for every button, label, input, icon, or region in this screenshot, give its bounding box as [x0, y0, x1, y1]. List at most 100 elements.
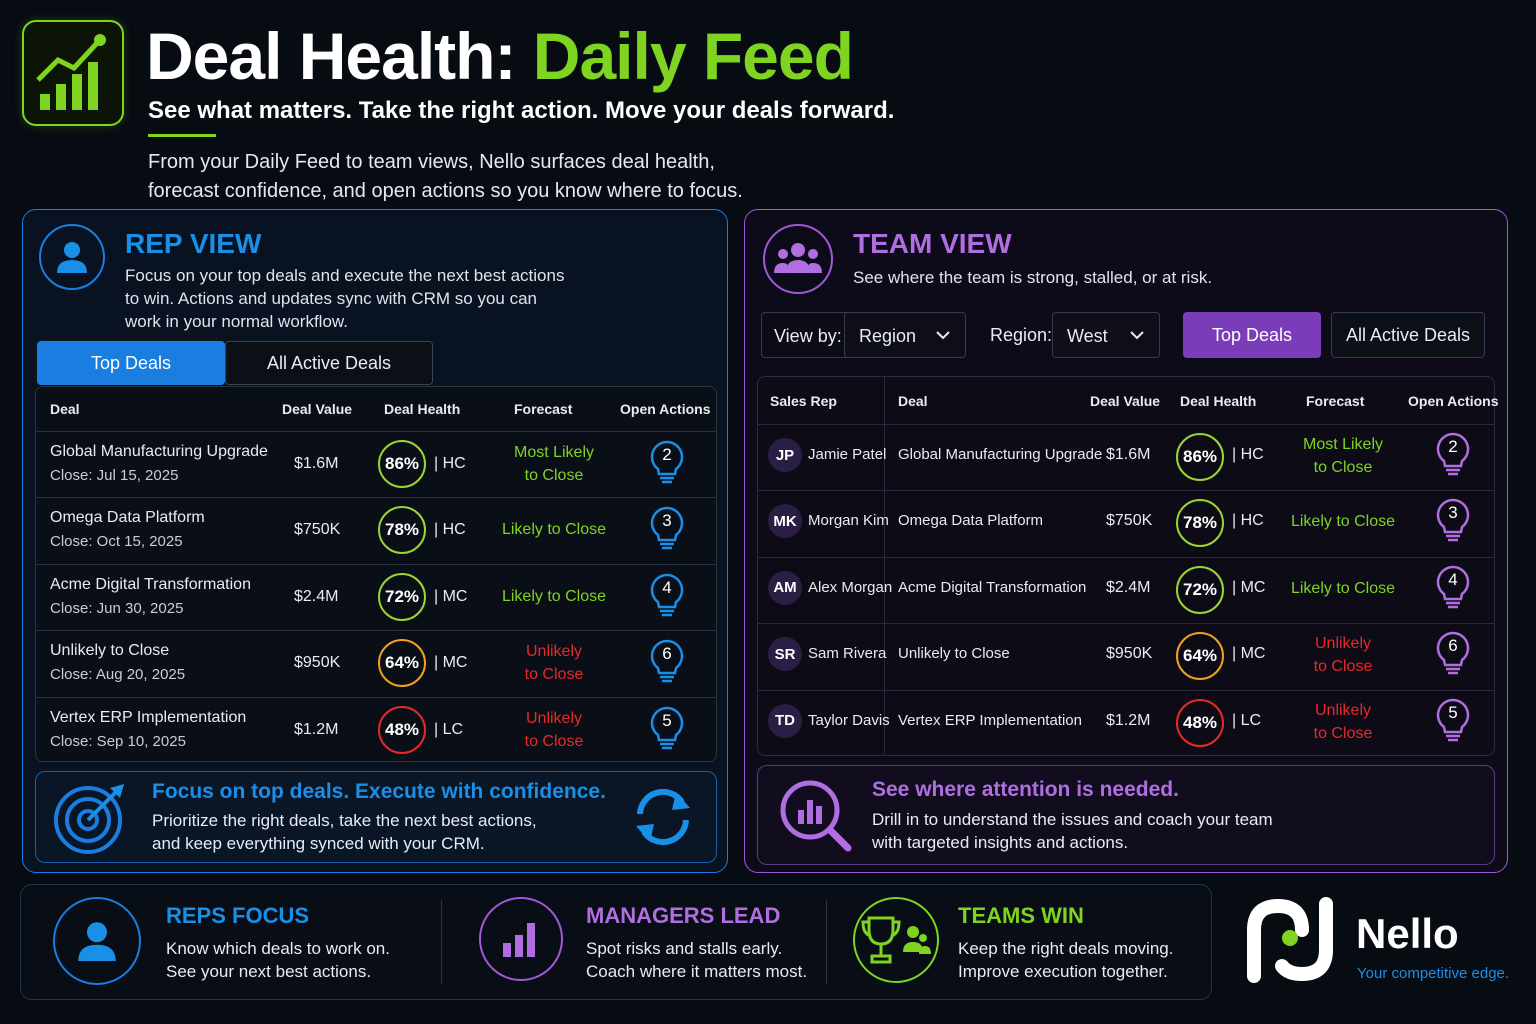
- open-actions-bulb[interactable]: 4: [650, 573, 684, 621]
- team-callout: See where attention is needed. Drill in …: [757, 765, 1495, 865]
- deal-health-ring: 48%: [378, 705, 426, 754]
- view-by-filter: View by: Region: [761, 312, 966, 358]
- deal-confidence: | LC: [434, 720, 464, 738]
- sales-rep-name[interactable]: Alex Morgan: [808, 578, 893, 596]
- team-view-description: See where the team is strong, stalled, o…: [853, 268, 1213, 287]
- subtitle-underline: [148, 134, 216, 137]
- bottom-strip: REPS FOCUS Know which deals to work on. S…: [20, 884, 1212, 1000]
- forecast-label: Most Likely to Close: [1302, 436, 1384, 476]
- forecast-label: Likely to Close: [501, 587, 607, 605]
- open-actions-count: 6: [1448, 636, 1458, 656]
- deal-name[interactable]: Vertex ERP Implementation: [50, 708, 247, 726]
- lightbulb-icon: [650, 507, 684, 550]
- open-actions-count: 2: [1448, 437, 1458, 456]
- team-tab-all-active-deals[interactable]: All Active Deals: [1331, 312, 1485, 358]
- deal-name[interactable]: Global Manufacturing Upgrade: [50, 443, 268, 460]
- column-header-open-actions: Open Actions: [620, 401, 711, 417]
- open-actions-bulb[interactable]: 3: [650, 506, 684, 554]
- open-actions-bulb[interactable]: 2: [650, 440, 684, 488]
- deal-name[interactable]: Unlikely to Close: [50, 642, 170, 660]
- rep-view-title: REP VIEW: [125, 228, 262, 259]
- open-actions-count: 2: [662, 445, 672, 464]
- column-header-sales-rep: Sales Rep: [770, 393, 837, 409]
- deal-confidence: | MC: [1232, 578, 1266, 596]
- table-row[interactable]: MK Morgan Kim Omega Data Platform $750K …: [758, 490, 1494, 556]
- open-actions-bulb[interactable]: 6: [1436, 631, 1470, 679]
- trophy-team-icon: [853, 897, 939, 983]
- deal-close-date: Close: Oct 15, 2025: [50, 533, 183, 551]
- open-actions-bulb[interactable]: 3: [1436, 498, 1470, 546]
- sales-rep-name[interactable]: Taylor Davis: [808, 711, 890, 729]
- open-actions-bulb[interactable]: 6: [650, 639, 684, 687]
- team-view-panel: TEAM VIEW See where the team is strong, …: [744, 209, 1508, 873]
- deal-close-date: Close: Aug 20, 2025: [50, 666, 186, 684]
- page-title-accent: Daily Feed: [532, 19, 854, 93]
- table-row[interactable]: JP Jamie Patel Global Manufacturing Upgr…: [758, 424, 1494, 490]
- column-header-deal-health: Deal Health: [1180, 393, 1257, 409]
- open-actions-count: 3: [662, 511, 672, 531]
- open-actions-bulb[interactable]: 5: [1436, 698, 1470, 746]
- table-row[interactable]: Unlikely to Close Close: Aug 20, 2025 $9…: [36, 630, 716, 696]
- team-callout-text: Drill in to understand the issues and co…: [872, 810, 1273, 852]
- deal-health-ring: 72%: [378, 572, 426, 621]
- avatar: TD: [768, 703, 802, 738]
- open-actions-count: 3: [1448, 503, 1458, 523]
- rep-callout-title: Focus on top deals. Execute with confide…: [152, 780, 606, 803]
- open-actions-bulb[interactable]: 2: [1436, 432, 1470, 480]
- table-row[interactable]: Omega Data Platform Close: Oct 15, 2025 …: [36, 497, 716, 563]
- table-row[interactable]: Global Manufacturing Upgrade Close: Jul …: [36, 431, 716, 497]
- table-row[interactable]: SR Sam Rivera Unlikely to Close $950K 64…: [758, 623, 1494, 689]
- reps-focus-text: Know which deals to work on. See your nex…: [166, 939, 390, 981]
- forecast-label: Unlikely to Close: [1313, 635, 1373, 676]
- avatar: MK: [768, 504, 802, 539]
- tab-top-deals[interactable]: Top Deals: [37, 341, 225, 385]
- sync-icon: [636, 788, 690, 846]
- sales-rep-name[interactable]: Morgan Kim: [808, 512, 889, 530]
- chevron-down-icon: [1130, 331, 1144, 340]
- header-logo: [22, 20, 124, 126]
- region-select[interactable]: West: [1052, 312, 1160, 358]
- forecast-label: Unlikely to Close: [1313, 701, 1373, 742]
- deal-name[interactable]: Acme Digital Transformation: [50, 575, 251, 593]
- region-value: West: [1067, 326, 1108, 346]
- tab-all-active-deals[interactable]: All Active Deals: [225, 341, 433, 385]
- column-header-deal-health: Deal Health: [384, 401, 461, 417]
- forecast-label: Unlikely to Close: [524, 709, 584, 750]
- table-row[interactable]: AM Alex Morgan Acme Digital Transformati…: [758, 557, 1494, 623]
- deal-health-ring: 86%: [378, 440, 426, 488]
- lightbulb-icon: [650, 573, 684, 617]
- sales-rep-name[interactable]: Jamie Patel: [808, 446, 887, 463]
- user-icon: [39, 224, 105, 290]
- table-row[interactable]: Acme Digital Transformation Close: Jun 3…: [36, 564, 716, 630]
- deal-name[interactable]: Global Manufacturing Upgrade: [898, 446, 1103, 463]
- deal-name[interactable]: Vertex ERP Implementation: [898, 711, 1082, 729]
- lightbulb-icon: [1436, 631, 1470, 675]
- brand-name: Nello: [1356, 910, 1459, 957]
- open-actions-count: 4: [662, 577, 672, 597]
- bar-chart-icon: [479, 897, 563, 981]
- view-by-select[interactable]: Region: [844, 312, 966, 358]
- deal-value: $2.4M: [294, 587, 339, 605]
- deal-name[interactable]: Omega Data Platform: [898, 512, 1044, 530]
- open-actions-count: 6: [662, 644, 672, 664]
- table-row[interactable]: Vertex ERP Implementation Close: Sep 10,…: [36, 697, 716, 763]
- deal-confidence: | LC: [1232, 711, 1262, 729]
- deal-name[interactable]: Unlikely to Close: [898, 645, 1010, 663]
- sales-rep-name[interactable]: Sam Rivera: [808, 645, 887, 663]
- open-actions-bulb[interactable]: 5: [650, 706, 684, 754]
- deal-health-ring: 86%: [1176, 433, 1224, 481]
- deal-confidence: | HC: [434, 521, 466, 539]
- deal-confidence: | HC: [434, 455, 466, 472]
- column-header-open-actions: Open Actions: [1408, 393, 1499, 409]
- teams-win-text: Keep the right deals moving. Improve exec…: [958, 939, 1174, 981]
- team-tab-top-deals[interactable]: Top Deals: [1183, 312, 1321, 358]
- team-icon: [763, 224, 833, 294]
- deal-name[interactable]: Omega Data Platform: [50, 509, 205, 527]
- open-actions-bulb[interactable]: 4: [1436, 565, 1470, 613]
- user-icon: [53, 897, 141, 985]
- table-row[interactable]: TD Taylor Davis Vertex ERP Implementatio…: [758, 690, 1494, 756]
- view-by-value: Region: [859, 326, 917, 346]
- deal-value: $750K: [1106, 512, 1153, 530]
- deal-name[interactable]: Acme Digital Transformation: [898, 578, 1087, 596]
- deal-value: $950K: [1106, 645, 1153, 663]
